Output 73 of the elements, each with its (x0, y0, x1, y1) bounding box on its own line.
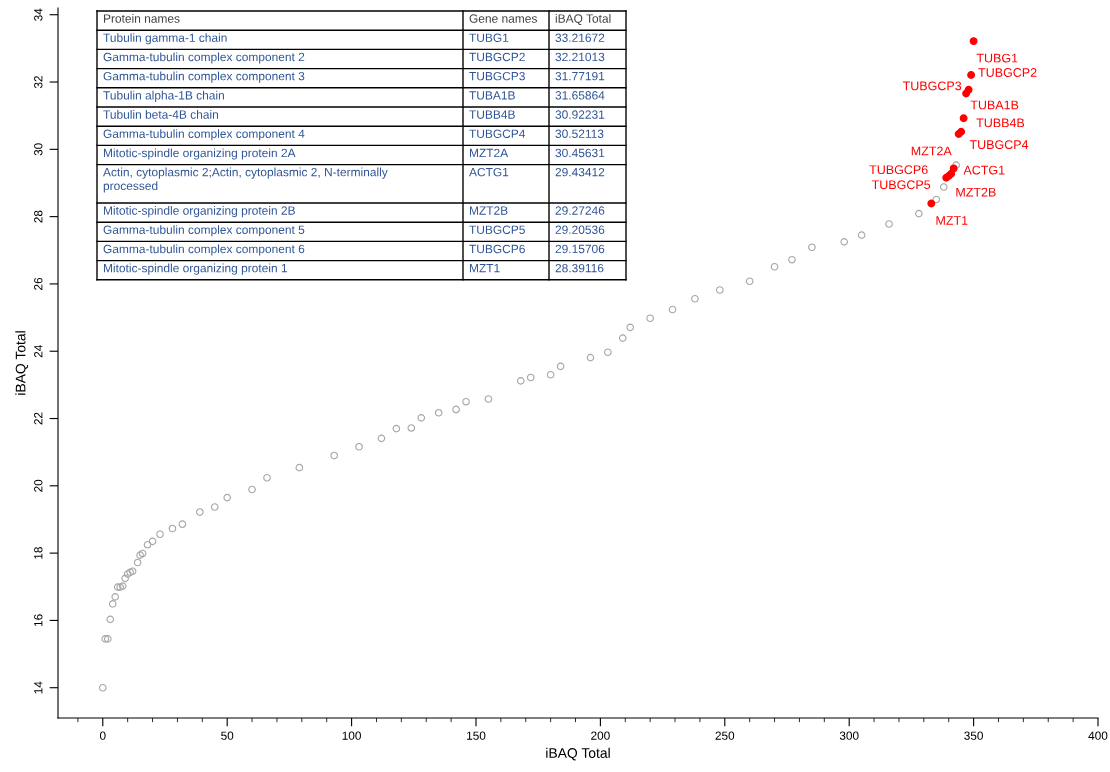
x-tick-label: 200 (591, 731, 610, 740)
annotation: Gamma-tubulin complex component 6 (103, 244, 305, 256)
annotation: Gene names (469, 14, 537, 23)
annotation: 30.52113 (555, 129, 604, 138)
annotation: TUBGCP5 (469, 225, 525, 234)
annotation: 30.92231 (555, 110, 605, 119)
annotation: Mitotic-spindle organizing protein 2B (103, 206, 295, 218)
annotation: MZT1 (936, 216, 968, 225)
y-tick-label: 20 (34, 479, 43, 492)
annotation: TUBA1B (970, 100, 1019, 110)
y-tick-label: 18 (34, 547, 43, 559)
annotation: ACTG1 (963, 165, 1005, 175)
annotation: Actin, cytoplasmic 2;Actin, cytoplasmic 2, N-terminally processed (103, 167, 388, 193)
x-tick-label: 150 (467, 731, 486, 740)
annotation: TUBGCP2 (978, 68, 1037, 77)
annotation: TUBG1 (976, 53, 1018, 63)
annotation: TUBGCP3 (902, 81, 962, 91)
y-tick-label: 30 (34, 143, 43, 156)
annotation: Gamma-tubulin complex component 5 (103, 225, 305, 237)
annotation: 31.77191 (555, 71, 605, 81)
annotation: MZT1 (469, 264, 500, 273)
x-tick-label: 0 (99, 731, 106, 740)
annotation: TUBB4B (976, 118, 1025, 128)
annotation: Gamma-tubulin complex component 3 (103, 71, 305, 83)
y-tick-label: 22 (34, 412, 43, 425)
annotation: ACTG1 (469, 167, 509, 177)
annotation: 31.65864 (555, 91, 605, 100)
annotation: 33.21672 (555, 33, 605, 42)
annotation: TUBGCP2 (469, 52, 525, 62)
annotation: Mitotic-spindle organizing protein 1 (103, 263, 287, 275)
annotation: 29.43412 (555, 167, 605, 177)
annotation: TUBG1 (469, 33, 509, 42)
annotation: TUBB4B (469, 110, 515, 119)
annotation: MZT2B (956, 187, 996, 197)
x-tick-label: 100 (342, 731, 361, 740)
annotation: TUBA1B (469, 91, 515, 100)
annotation: TUBGCP3 (469, 71, 525, 81)
annotation: Protein names (103, 14, 180, 23)
annotation: 29.20536 (555, 225, 605, 234)
annotation: TUBGCP6 (469, 244, 525, 254)
annotation: 29.27246 (555, 206, 605, 215)
y-tick-label: 26 (34, 277, 43, 290)
x-tick-label: 350 (964, 731, 983, 740)
annotation: TUBGCP4 (469, 129, 526, 138)
y-tick-label: 14 (34, 681, 43, 694)
annotation: 30.45631 (555, 148, 605, 158)
x-tick-label: 250 (715, 731, 735, 740)
annotation: Tubulin gamma-1 chain (103, 33, 227, 45)
annotation: MZT2B (469, 206, 508, 215)
x-tick-label: 400 (1088, 731, 1108, 740)
annotation: TUBGCP5 (871, 180, 931, 190)
annotation: iBAQ Total (555, 14, 611, 25)
x-tick-label: 50 (221, 731, 234, 740)
annotation: Mitotic-spindle organizing protein 2A (103, 148, 296, 160)
x-tick-label: 300 (839, 731, 859, 740)
y-tick-label: 24 (34, 345, 43, 358)
y-tick-label: 28 (34, 210, 43, 223)
annotation: 32.21013 (555, 52, 605, 62)
x-axis-title: iBAQ Total (546, 747, 610, 761)
y-tick-label: 32 (34, 76, 43, 89)
y-axis-title: iBAQ Total (15, 331, 28, 395)
annotation: Tubulin alpha-1B chain (103, 90, 224, 102)
annotation: TUBGCP4 (969, 140, 1029, 150)
annotation: MZT2A (469, 148, 509, 158)
annotation: MZT2A (911, 146, 952, 156)
annotation: TUBGCP6 (869, 165, 928, 175)
annotation: 28.39116 (555, 263, 604, 273)
y-tick-label: 34 (34, 8, 43, 21)
annotation: Gamma-tubulin complex component 2 (103, 52, 305, 64)
y-tick-label: 16 (34, 614, 43, 627)
annotation: Tubulin beta-4B chain (103, 110, 218, 119)
annotation: 29.15706 (555, 244, 605, 254)
annotation: Gamma-tubulin complex component 4 (103, 129, 305, 141)
